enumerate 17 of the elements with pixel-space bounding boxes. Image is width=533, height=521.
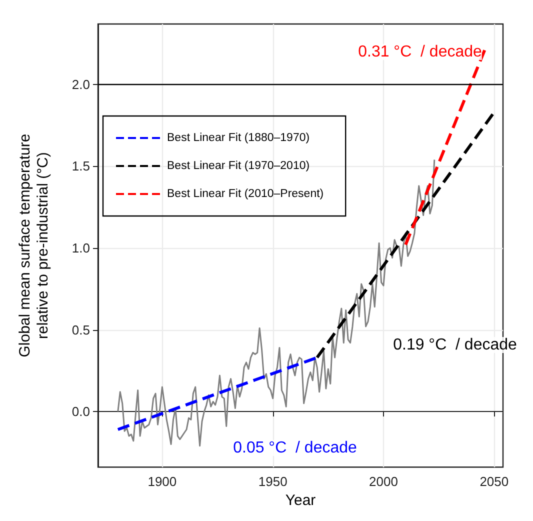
y-tick-label: 1.0 (72, 240, 90, 256)
y-tick-label: 0.0 (72, 404, 90, 420)
annotation: 0.05 °C / decade (233, 440, 358, 456)
annotation: 0.19 °C / decade (393, 336, 518, 354)
x-tick-label: 2050 (480, 474, 509, 490)
x-axis-title: Year (285, 492, 316, 509)
y-tick-label: 0.5 (72, 322, 90, 338)
x-tick-label: 1950 (258, 474, 288, 490)
legend-label: Best Linear Fit (1880–1970) (167, 132, 310, 144)
x-tick-label: 1900 (148, 474, 177, 490)
y-tick-label: 2.0 (72, 76, 90, 92)
legend-label: Best Linear Fit (2010–Present) (167, 188, 324, 200)
y-tick-label: 1.5 (72, 158, 90, 174)
y-axis-title: Global mean surface temperature relative to pre-industrial (°C) (16, 134, 52, 358)
annotation: 0.31 °C / decade (358, 44, 482, 60)
legend-label: Best Linear Fit (1970–2010) (167, 160, 310, 172)
x-tick-label: 2000 (369, 474, 398, 490)
